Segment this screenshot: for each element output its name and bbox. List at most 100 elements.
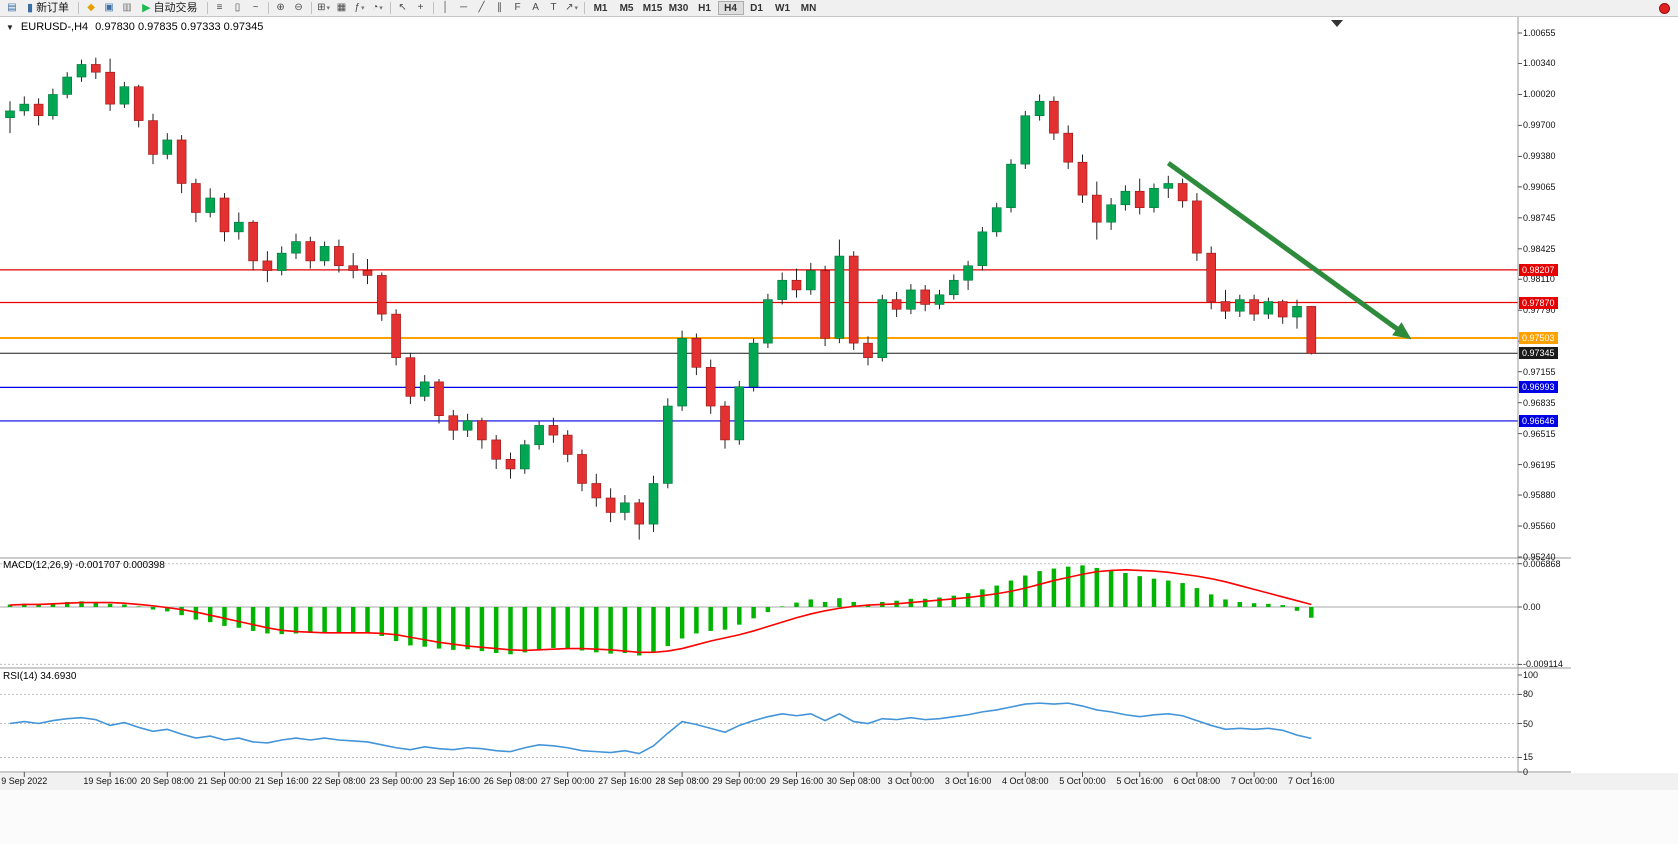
price-line-badge-current-price[interactable]: 0.97345 bbox=[1519, 347, 1558, 360]
cursor-icon[interactable]: ↖ bbox=[394, 1, 412, 16]
arrows-icon: ↗ bbox=[565, 2, 574, 13]
timeframe-button-mn[interactable]: MN bbox=[800, 2, 817, 14]
trend-arrow-head[interactable] bbox=[1392, 322, 1412, 340]
indicators-icon[interactable]: ƒ ▾ bbox=[351, 1, 369, 16]
toolbar-separator bbox=[310, 2, 312, 14]
macd-signal-line bbox=[9, 569, 1312, 654]
time-axis-label: 5 Oct 16:00 bbox=[1116, 776, 1163, 786]
indicators-icon-caret[interactable]: ▾ bbox=[361, 4, 365, 12]
price-line-badge-support[interactable]: 0.96646 bbox=[1519, 414, 1558, 427]
rsi-axis-label: 100 bbox=[1523, 670, 1539, 680]
price-axis-label: 1.00655 bbox=[1523, 28, 1556, 38]
zoom-out-icon[interactable]: ⊖ bbox=[290, 1, 308, 16]
chart-symbol-timeframe: EURUSD-,H4 bbox=[20, 21, 89, 33]
crosshair-icon[interactable]: + bbox=[412, 1, 430, 16]
time-axis-label: 29 Sep 00:00 bbox=[712, 776, 767, 786]
trendline-icon[interactable]: ╱ bbox=[473, 1, 491, 16]
bar-chart-icon[interactable]: ≡ bbox=[211, 1, 229, 16]
price-axis-label: 0.96195 bbox=[1523, 459, 1556, 470]
market-icon: ▣ bbox=[104, 2, 114, 13]
price-axis-label: 1.00340 bbox=[1523, 58, 1556, 69]
new-order-button[interactable]: ▮ 新订单 bbox=[21, 1, 75, 16]
label-icon[interactable]: T bbox=[545, 1, 563, 16]
tile-windows-icon-caret[interactable]: ▾ bbox=[326, 4, 330, 12]
timeframe-button-m30[interactable]: M30 bbox=[668, 2, 689, 14]
autotrade-button[interactable]: ▶ 自动交易 bbox=[136, 1, 203, 16]
price-line-badge-resistance[interactable]: 0.98207 bbox=[1519, 263, 1558, 276]
candlestick-icon: ▯ bbox=[234, 2, 241, 13]
time-axis-label: 29 Sep 16:00 bbox=[769, 776, 824, 786]
arrows-icon-caret[interactable]: ▾ bbox=[574, 4, 578, 12]
clock-icon: ◔ bbox=[372, 2, 379, 13]
time-axis-label: 21 Sep 16:00 bbox=[254, 776, 309, 786]
timeframe-button-m5[interactable]: M5 bbox=[619, 2, 634, 14]
time-axis-label: 20 Sep 08:00 bbox=[140, 776, 195, 786]
arrows-icon[interactable]: ↗ ▾ bbox=[563, 1, 581, 16]
price-line-badge-support[interactable]: 0.96993 bbox=[1519, 381, 1558, 394]
vertical-line-icon[interactable]: │ bbox=[437, 1, 455, 16]
rsi-axis-label: 80 bbox=[1523, 689, 1534, 700]
zoom-in-icon[interactable]: ⊕ bbox=[272, 1, 290, 16]
price-axis-label: 0.95880 bbox=[1523, 490, 1556, 501]
trend-arrow-line[interactable] bbox=[1166, 161, 1405, 336]
horizontal-line-icon: ─ bbox=[459, 2, 468, 13]
clock-icon-caret[interactable]: ▾ bbox=[379, 4, 383, 12]
price-axis-label: 0.97155 bbox=[1523, 366, 1556, 377]
rsi-panel-splitter[interactable] bbox=[0, 666, 1678, 670]
clock-icon[interactable]: ◔ ▾ bbox=[369, 1, 387, 16]
time-axis-label: 30 Sep 08:00 bbox=[826, 776, 881, 786]
macd-axis-label: 0.00 bbox=[1523, 602, 1541, 612]
price-axis-label: 0.95240 bbox=[1523, 552, 1556, 562]
toolbar-separator bbox=[583, 2, 585, 14]
fibonacci-icon[interactable]: F bbox=[509, 1, 527, 16]
chart-window-icon[interactable]: ▤ bbox=[3, 1, 21, 16]
rsi-axis-label: 50 bbox=[1523, 718, 1534, 729]
price-axis-label: 0.96835 bbox=[1523, 397, 1556, 408]
rsi-axis-label: 15 bbox=[1523, 752, 1534, 763]
macd-panel-splitter[interactable] bbox=[0, 556, 1678, 560]
timeframe-button-d1[interactable]: D1 bbox=[750, 2, 763, 14]
time-axis-label: 23 Sep 00:00 bbox=[369, 776, 423, 786]
price-line-badge-resistance[interactable]: 0.97870 bbox=[1519, 296, 1558, 309]
label-icon: T bbox=[550, 2, 557, 13]
time-axis-label: 21 Sep 00:00 bbox=[197, 776, 252, 786]
price-lines-layer[interactable] bbox=[0, 269, 1518, 422]
auto-arrange-icon[interactable]: ▦ bbox=[333, 1, 351, 16]
timeaxis-splitter[interactable] bbox=[0, 770, 1678, 774]
price-axis-label: 0.98745 bbox=[1523, 212, 1556, 223]
one-click-trading-toggle[interactable]: ▼ bbox=[6, 22, 14, 32]
time-axis-label: 22 Sep 08:00 bbox=[312, 776, 366, 786]
price-axis-label: 0.98425 bbox=[1523, 243, 1556, 254]
timeframe-button-h4[interactable]: H4 bbox=[717, 1, 744, 15]
price-axis-label: 0.99065 bbox=[1523, 181, 1556, 192]
timeframe-button-h1[interactable]: H1 bbox=[698, 2, 711, 14]
channel-icon[interactable]: ∥ bbox=[491, 1, 509, 16]
tile-windows-icon[interactable]: ⊞ ▾ bbox=[315, 1, 333, 16]
new-order-icon: ▮ bbox=[27, 1, 34, 14]
trendline-icon: ╱ bbox=[478, 2, 485, 13]
indicators-icon: ƒ bbox=[354, 2, 361, 13]
line-chart-icon[interactable]: ~ bbox=[247, 1, 265, 16]
profile-icon[interactable]: ▥ bbox=[118, 1, 136, 16]
rsi-label: RSI(14) 34.6930 bbox=[3, 671, 77, 682]
time-axis-label: 7 Oct 16:00 bbox=[1288, 776, 1335, 786]
timeframe-button-w1[interactable]: W1 bbox=[775, 2, 791, 14]
horizontal-line-icon[interactable]: ─ bbox=[455, 1, 473, 16]
macd-axis-label: 0.006868 bbox=[1523, 558, 1561, 569]
macd-axis-label: -0.009114 bbox=[1523, 659, 1563, 670]
timeframe-button-m1[interactable]: M1 bbox=[593, 2, 608, 14]
time-axis-label: 27 Sep 16:00 bbox=[598, 776, 652, 786]
text-icon: A bbox=[532, 2, 539, 13]
metaeditor-icon[interactable]: ◆ bbox=[82, 1, 100, 16]
market-icon[interactable]: ▣ bbox=[100, 1, 118, 16]
time-axis-label: 6 Oct 08:00 bbox=[1173, 776, 1221, 786]
candlestick-icon[interactable]: ▯ bbox=[229, 1, 247, 16]
price-axis-label: 0.98110 bbox=[1523, 274, 1555, 285]
price-line-badge-pivot[interactable]: 0.97503 bbox=[1519, 332, 1558, 345]
alert-icon[interactable] bbox=[1659, 2, 1670, 14]
window-bottom-margin bbox=[0, 790, 1678, 844]
text-icon[interactable]: A bbox=[527, 1, 545, 16]
timeframe-button-m15[interactable]: M15 bbox=[642, 2, 663, 14]
toolbar-separator bbox=[78, 2, 80, 14]
